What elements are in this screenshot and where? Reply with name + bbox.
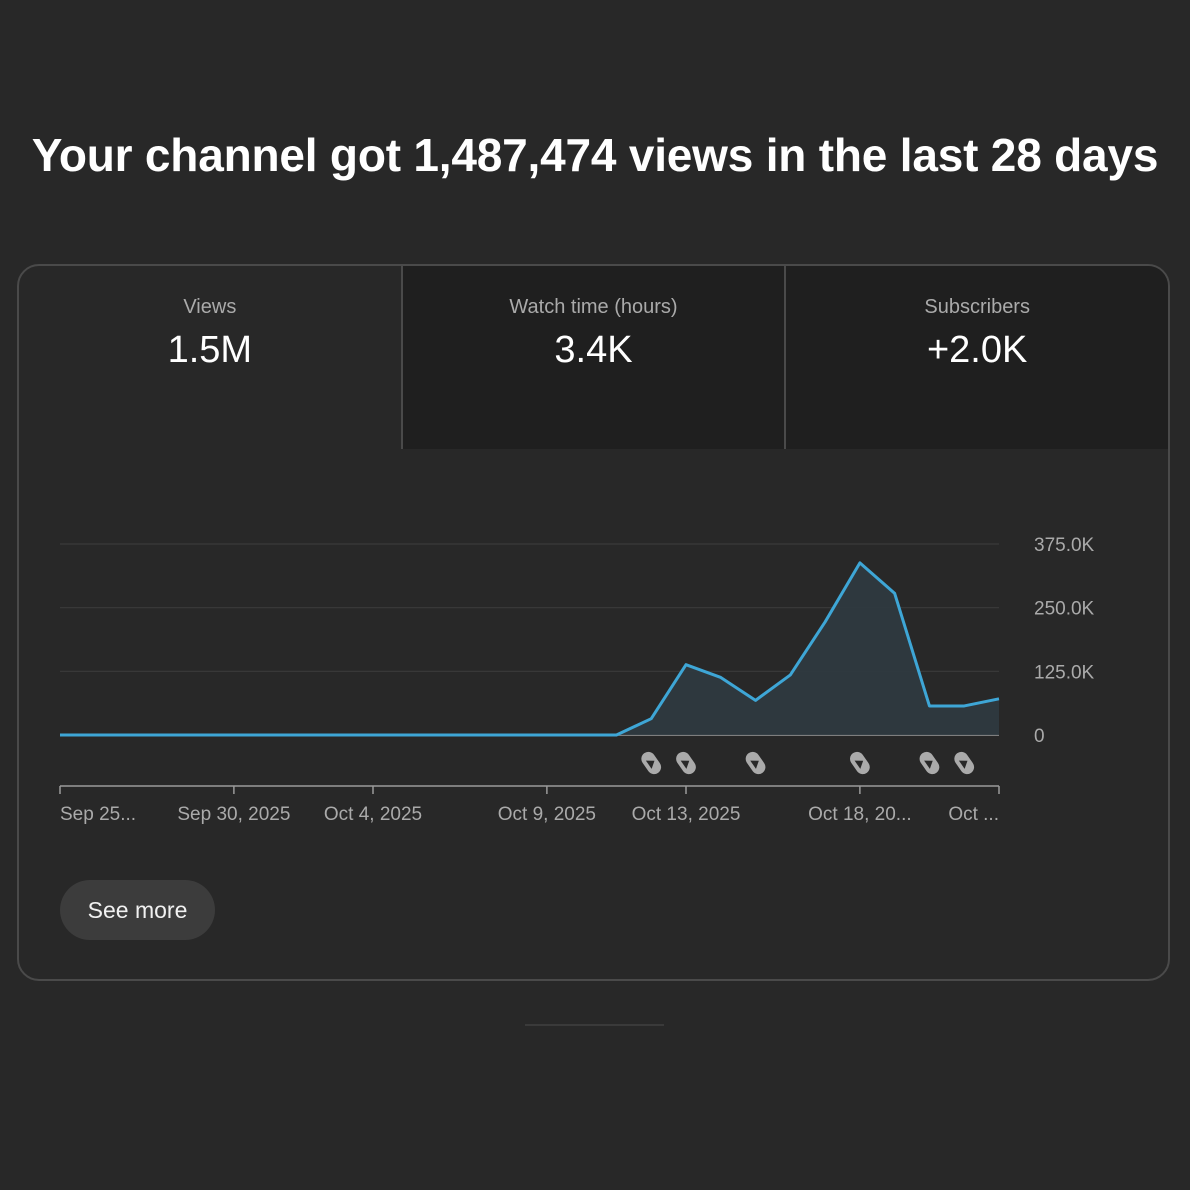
shorts-icon	[676, 751, 696, 775]
shorts-icon-play	[958, 760, 968, 769]
x-tick-label: Sep 25...	[60, 804, 136, 825]
shorts-icon	[954, 751, 975, 775]
views-chart: Sep 25... Sep 30, 2025 Oct 4, 2025 Oct 9, 2…	[59, 535, 1095, 825]
see-more-button[interactable]: See more	[60, 880, 215, 940]
x-tick-label: Oct ...	[948, 804, 999, 825]
y-tick-label: 250.0K	[1034, 599, 1095, 620]
page-headline: Your channel got 1,487,474 views in the …	[31, 129, 1159, 181]
x-tick-label: Oct 13, 2025	[632, 804, 741, 825]
x-tick-label: Sep 30, 2025	[177, 804, 290, 825]
views-line	[60, 561, 1000, 737]
x-tick-label: Oct 9, 2025	[498, 804, 596, 825]
divider	[525, 1024, 664, 1026]
shorts-markers	[641, 751, 975, 775]
tab-views[interactable]: Views 1.5M	[19, 266, 401, 449]
shorts-icon	[919, 751, 940, 775]
shorts-icon	[641, 751, 662, 775]
y-tick-label: 125.0K	[1034, 662, 1095, 683]
tab-watch-time-value: 3.4K	[554, 329, 633, 371]
x-tick-label: Oct 4, 2025	[324, 804, 422, 825]
shorts-icon	[745, 751, 766, 775]
y-tick-label: 375.0K	[1034, 535, 1095, 556]
y-axis: 375.0K 250.0K 125.0K 0	[1034, 535, 1095, 747]
tab-subscribers-label: Subscribers	[924, 296, 1030, 318]
y-tick-label: 0	[1034, 726, 1045, 747]
x-tick-label: Oct 18, 20...	[808, 804, 912, 825]
shorts-icon-play	[645, 760, 655, 769]
shorts-icon	[850, 751, 870, 775]
chart-area	[60, 562, 999, 735]
analytics-card: Views 1.5M Watch time (hours) 3.4K Subsc…	[17, 264, 1170, 981]
shorts-icon-play	[680, 760, 690, 769]
tab-views-label: Views	[183, 296, 237, 318]
metric-tabs: Views 1.5M Watch time (hours) 3.4K Subsc…	[19, 266, 1168, 449]
tab-subscribers[interactable]: Subscribers +2.0K	[784, 266, 1168, 449]
tab-watch-time[interactable]: Watch time (hours) 3.4K	[400, 266, 785, 449]
tab-subscribers-value: +2.0K	[926, 329, 1028, 371]
views-area	[60, 562, 999, 735]
tab-watch-time-label: Watch time (hours)	[509, 296, 678, 318]
chart-line-layer	[60, 561, 1000, 737]
shorts-icon-play	[924, 760, 933, 769]
tab-views-value: 1.5M	[167, 329, 253, 371]
shorts-icon-play	[854, 760, 864, 769]
shorts-icon-play	[750, 760, 759, 769]
x-axis: Sep 25... Sep 30, 2025 Oct 4, 2025 Oct 9, 2…	[59, 785, 1000, 825]
